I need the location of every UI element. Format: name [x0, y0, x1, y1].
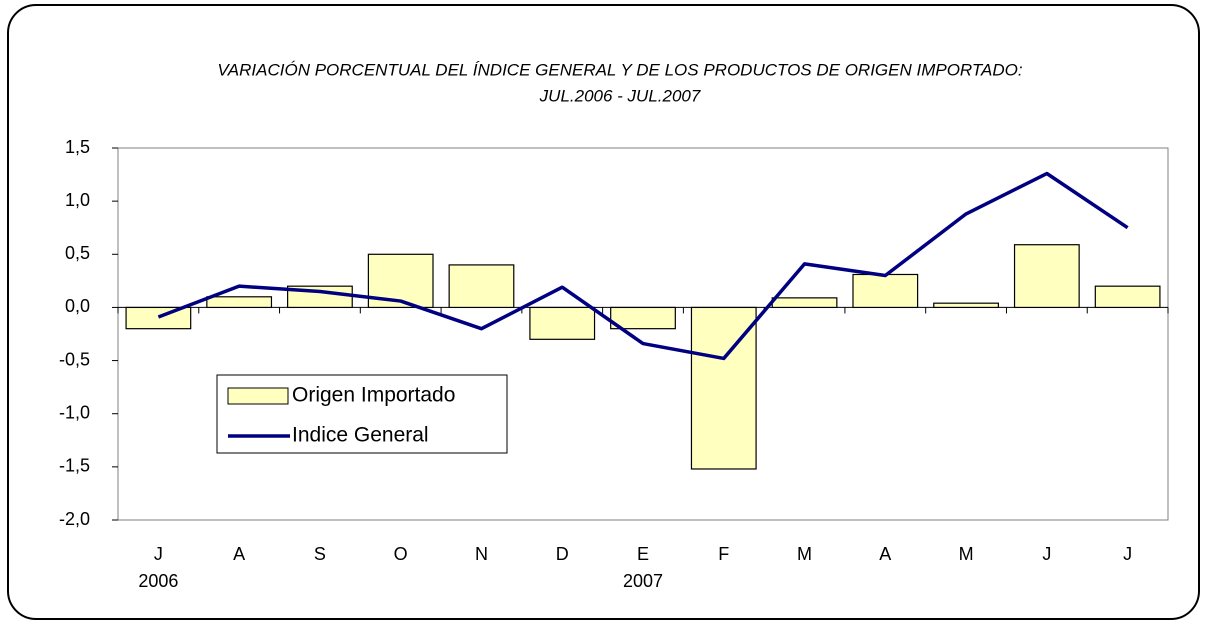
bar [125, 306, 192, 330]
chart-title: VARIACIÓN PORCENTUAL DEL ÍNDICE GENERAL … [217, 60, 1022, 79]
legend-label: Origen Importado [292, 384, 455, 407]
y-tick-label: 0,5 [65, 243, 90, 263]
y-tick-label: -2,0 [59, 509, 90, 529]
y-tick-label: 0,0 [65, 296, 90, 316]
bar [529, 306, 596, 340]
y-tick-label: 1,0 [65, 190, 90, 210]
x-tick-label: O [394, 544, 408, 564]
x-tick-label: F [718, 544, 729, 564]
x-tick-label: J [154, 544, 163, 564]
y-tick-label: -1,0 [59, 402, 90, 422]
year-label: 2006 [138, 571, 178, 591]
chart-frame [7, 4, 1200, 620]
bar [206, 296, 273, 309]
bar [448, 264, 515, 309]
bar [610, 306, 676, 330]
x-tick-label: S [314, 544, 326, 564]
legend-swatch [227, 387, 289, 405]
x-tick-label: A [879, 544, 891, 564]
bar [933, 302, 999, 309]
x-tick-label: J [1123, 544, 1132, 564]
bar [1013, 244, 1080, 309]
bar [1094, 285, 1161, 309]
year-label: 2007 [623, 571, 663, 591]
x-tick-label: E [637, 544, 649, 564]
x-tick-label: D [556, 544, 569, 564]
line [157, 171, 1129, 361]
x-tick-label: M [959, 544, 974, 564]
legend-label: Indice General [292, 424, 429, 447]
x-tick-label: A [233, 544, 245, 564]
plot-area [117, 147, 1169, 521]
y-tick-label: 1,5 [65, 137, 90, 157]
y-tick-label: -0,5 [59, 349, 90, 369]
x-tick-label: M [797, 544, 812, 564]
x-tick-label: N [475, 544, 488, 564]
chart-subtitle: JUL.2006 - JUL.2007 [539, 86, 701, 105]
bar [852, 273, 919, 309]
bar [771, 297, 838, 309]
x-tick-label: J [1042, 544, 1051, 564]
y-tick-label: -1,5 [59, 456, 90, 476]
